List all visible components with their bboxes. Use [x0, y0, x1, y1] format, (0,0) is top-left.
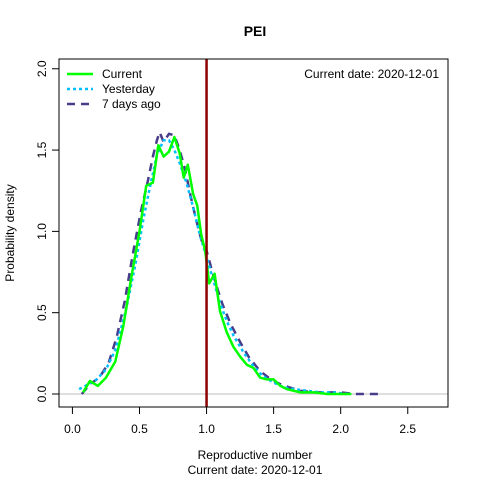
- y-tick-label: 0.5: [35, 304, 49, 321]
- y-axis: 0.0 0.5 1.0 1.5 2.0: [35, 60, 59, 402]
- x-tick-label: 1.0: [198, 422, 215, 436]
- y-tick-label: 1.0: [35, 223, 49, 240]
- series-line-7-days-ago: [80, 130, 381, 396]
- x-axis-label: Reproductive number: [198, 448, 313, 462]
- series-line-current: [82, 135, 352, 396]
- x-axis-sublabel: Current date: 2020-12-01: [188, 463, 323, 477]
- legend-label: Current: [102, 67, 143, 81]
- x-tick-label: 0.0: [64, 422, 81, 436]
- plot-layer: [59, 59, 448, 407]
- y-axis-label: Probability density: [3, 184, 17, 281]
- legend-label: Yesterday: [102, 82, 155, 96]
- y-tick-label: 0.0: [35, 385, 49, 402]
- y-tick-label: 2.0: [35, 60, 49, 77]
- x-tick-label: 2.5: [399, 422, 416, 436]
- x-tick-label: 2.0: [332, 422, 349, 436]
- plot-frame: [58, 58, 449, 408]
- x-tick-label: 0.5: [131, 422, 148, 436]
- series-line-yesterday: [78, 139, 348, 396]
- x-axis: 0.0 0.5 1.0 1.5 2.0 2.5: [64, 407, 416, 436]
- chart-title: PEI: [244, 23, 267, 39]
- legend-label: 7 days ago: [102, 97, 161, 111]
- x-tick-label: 1.5: [265, 422, 282, 436]
- current-date-annotation: Current date: 2020-12-01: [304, 67, 439, 81]
- y-tick-label: 1.5: [35, 141, 49, 158]
